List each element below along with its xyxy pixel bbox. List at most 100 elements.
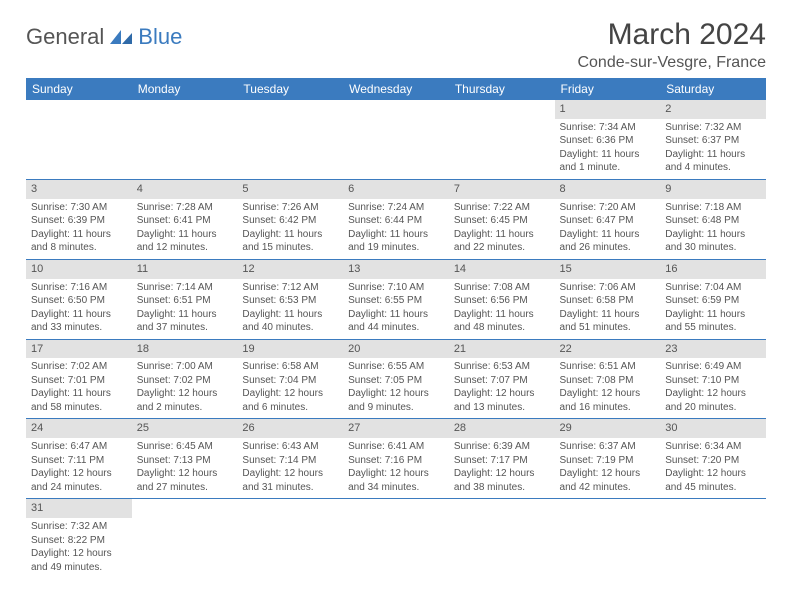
- sunrise-text: Sunrise: 7:10 AM: [348, 281, 444, 295]
- sunrise-text: Sunrise: 7:02 AM: [31, 360, 127, 374]
- sunset-text: Sunset: 6:56 PM: [454, 294, 550, 308]
- day-body: Sunrise: 7:14 AMSunset: 6:51 PMDaylight:…: [132, 279, 238, 339]
- day-number: 23: [660, 340, 766, 359]
- day-number: 12: [237, 260, 343, 279]
- sunrise-text: Sunrise: 7:20 AM: [560, 201, 656, 215]
- day-number: 20: [343, 340, 449, 359]
- sunset-text: Sunset: 6:42 PM: [242, 214, 338, 228]
- day-body: Sunrise: 6:58 AMSunset: 7:04 PMDaylight:…: [237, 358, 343, 418]
- sunset-text: Sunset: 7:01 PM: [31, 374, 127, 388]
- day-body: Sunrise: 7:34 AMSunset: 6:36 PMDaylight:…: [555, 119, 661, 179]
- calendar-day-cell: 18Sunrise: 7:00 AMSunset: 7:02 PMDayligh…: [132, 339, 238, 419]
- calendar-day-cell: 26Sunrise: 6:43 AMSunset: 7:14 PMDayligh…: [237, 419, 343, 499]
- daylight-text: Daylight: 11 hours and 26 minutes.: [560, 228, 656, 255]
- sunrise-text: Sunrise: 7:12 AM: [242, 281, 338, 295]
- day-body: Sunrise: 7:06 AMSunset: 6:58 PMDaylight:…: [555, 279, 661, 339]
- sunrise-text: Sunrise: 7:06 AM: [560, 281, 656, 295]
- day-body: Sunrise: 7:04 AMSunset: 6:59 PMDaylight:…: [660, 279, 766, 339]
- daylight-text: Daylight: 12 hours and 24 minutes.: [31, 467, 127, 494]
- weekday-header: Monday: [132, 78, 238, 100]
- calendar-day-cell: 27Sunrise: 6:41 AMSunset: 7:16 PMDayligh…: [343, 419, 449, 499]
- daylight-text: Daylight: 12 hours and 16 minutes.: [560, 387, 656, 414]
- calendar-day-cell: 10Sunrise: 7:16 AMSunset: 6:50 PMDayligh…: [26, 259, 132, 339]
- day-number: 3: [26, 180, 132, 199]
- day-number: 25: [132, 419, 238, 438]
- calendar-empty-cell: [449, 100, 555, 179]
- day-body: Sunrise: 7:20 AMSunset: 6:47 PMDaylight:…: [555, 199, 661, 259]
- sunset-text: Sunset: 6:36 PM: [560, 134, 656, 148]
- day-body: Sunrise: 7:30 AMSunset: 6:39 PMDaylight:…: [26, 199, 132, 259]
- calendar-day-cell: 21Sunrise: 6:53 AMSunset: 7:07 PMDayligh…: [449, 339, 555, 419]
- calendar-day-cell: 15Sunrise: 7:06 AMSunset: 6:58 PMDayligh…: [555, 259, 661, 339]
- day-body: Sunrise: 6:45 AMSunset: 7:13 PMDaylight:…: [132, 438, 238, 498]
- day-number: 16: [660, 260, 766, 279]
- sunset-text: Sunset: 7:02 PM: [137, 374, 233, 388]
- sunset-text: Sunset: 7:08 PM: [560, 374, 656, 388]
- sunset-text: Sunset: 7:11 PM: [31, 454, 127, 468]
- calendar-week-row: 17Sunrise: 7:02 AMSunset: 7:01 PMDayligh…: [26, 339, 766, 419]
- daylight-text: Daylight: 12 hours and 45 minutes.: [665, 467, 761, 494]
- day-number: 9: [660, 180, 766, 199]
- day-body: Sunrise: 6:41 AMSunset: 7:16 PMDaylight:…: [343, 438, 449, 498]
- sunrise-text: Sunrise: 7:28 AM: [137, 201, 233, 215]
- sunrise-text: Sunrise: 7:14 AM: [137, 281, 233, 295]
- daylight-text: Daylight: 12 hours and 38 minutes.: [454, 467, 550, 494]
- day-body: Sunrise: 7:28 AMSunset: 6:41 PMDaylight:…: [132, 199, 238, 259]
- calendar-week-row: 24Sunrise: 6:47 AMSunset: 7:11 PMDayligh…: [26, 419, 766, 499]
- daylight-text: Daylight: 11 hours and 8 minutes.: [31, 228, 127, 255]
- day-number: 28: [449, 419, 555, 438]
- sail-icon: [108, 28, 134, 46]
- calendar-empty-cell: [237, 499, 343, 578]
- daylight-text: Daylight: 11 hours and 55 minutes.: [665, 308, 761, 335]
- sunset-text: Sunset: 6:45 PM: [454, 214, 550, 228]
- weekday-header: Friday: [555, 78, 661, 100]
- calendar-day-cell: 7Sunrise: 7:22 AMSunset: 6:45 PMDaylight…: [449, 179, 555, 259]
- calendar-day-cell: 14Sunrise: 7:08 AMSunset: 6:56 PMDayligh…: [449, 259, 555, 339]
- calendar-day-cell: 25Sunrise: 6:45 AMSunset: 7:13 PMDayligh…: [132, 419, 238, 499]
- day-number: 15: [555, 260, 661, 279]
- daylight-text: Daylight: 12 hours and 49 minutes.: [31, 547, 127, 574]
- sunrise-text: Sunrise: 6:37 AM: [560, 440, 656, 454]
- sunrise-text: Sunrise: 7:22 AM: [454, 201, 550, 215]
- calendar-week-row: 10Sunrise: 7:16 AMSunset: 6:50 PMDayligh…: [26, 259, 766, 339]
- daylight-text: Daylight: 12 hours and 34 minutes.: [348, 467, 444, 494]
- day-number: 24: [26, 419, 132, 438]
- calendar-day-cell: 29Sunrise: 6:37 AMSunset: 7:19 PMDayligh…: [555, 419, 661, 499]
- sunset-text: Sunset: 6:55 PM: [348, 294, 444, 308]
- daylight-text: Daylight: 11 hours and 30 minutes.: [665, 228, 761, 255]
- calendar-day-cell: 20Sunrise: 6:55 AMSunset: 7:05 PMDayligh…: [343, 339, 449, 419]
- day-body: Sunrise: 6:51 AMSunset: 7:08 PMDaylight:…: [555, 358, 661, 418]
- calendar-day-cell: 23Sunrise: 6:49 AMSunset: 7:10 PMDayligh…: [660, 339, 766, 419]
- calendar-empty-cell: [237, 100, 343, 179]
- daylight-text: Daylight: 12 hours and 13 minutes.: [454, 387, 550, 414]
- day-number: 13: [343, 260, 449, 279]
- sunrise-text: Sunrise: 7:18 AM: [665, 201, 761, 215]
- calendar-day-cell: 9Sunrise: 7:18 AMSunset: 6:48 PMDaylight…: [660, 179, 766, 259]
- brand-text-b: Blue: [138, 24, 182, 50]
- header: General Blue March 2024 Conde-sur-Vesgre…: [26, 18, 766, 72]
- day-number: 27: [343, 419, 449, 438]
- daylight-text: Daylight: 11 hours and 19 minutes.: [348, 228, 444, 255]
- day-body: Sunrise: 6:53 AMSunset: 7:07 PMDaylight:…: [449, 358, 555, 418]
- day-number: 8: [555, 180, 661, 199]
- sunrise-text: Sunrise: 6:43 AM: [242, 440, 338, 454]
- calendar-empty-cell: [343, 100, 449, 179]
- sunrise-text: Sunrise: 7:32 AM: [31, 520, 127, 534]
- calendar-day-cell: 28Sunrise: 6:39 AMSunset: 7:17 PMDayligh…: [449, 419, 555, 499]
- sunset-text: Sunset: 7:07 PM: [454, 374, 550, 388]
- day-body: Sunrise: 7:12 AMSunset: 6:53 PMDaylight:…: [237, 279, 343, 339]
- daylight-text: Daylight: 12 hours and 31 minutes.: [242, 467, 338, 494]
- day-number: 30: [660, 419, 766, 438]
- sunrise-text: Sunrise: 6:55 AM: [348, 360, 444, 374]
- daylight-text: Daylight: 12 hours and 2 minutes.: [137, 387, 233, 414]
- calendar-empty-cell: [555, 499, 661, 578]
- daylight-text: Daylight: 11 hours and 51 minutes.: [560, 308, 656, 335]
- day-number: 31: [26, 499, 132, 518]
- calendar-empty-cell: [343, 499, 449, 578]
- sunset-text: Sunset: 7:16 PM: [348, 454, 444, 468]
- sunset-text: Sunset: 6:41 PM: [137, 214, 233, 228]
- calendar-empty-cell: [449, 499, 555, 578]
- calendar-day-cell: 8Sunrise: 7:20 AMSunset: 6:47 PMDaylight…: [555, 179, 661, 259]
- daylight-text: Daylight: 12 hours and 42 minutes.: [560, 467, 656, 494]
- day-body: Sunrise: 7:24 AMSunset: 6:44 PMDaylight:…: [343, 199, 449, 259]
